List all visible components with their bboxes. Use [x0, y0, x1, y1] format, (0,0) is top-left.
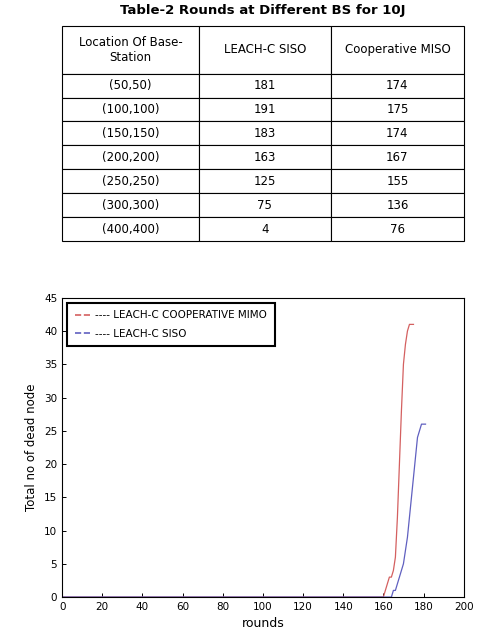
- Text: (400,400): (400,400): [102, 223, 159, 236]
- Text: 136: 136: [386, 199, 409, 212]
- Text: 191: 191: [254, 103, 276, 116]
- Bar: [331, 26, 464, 74]
- Text: (150,150): (150,150): [102, 127, 159, 140]
- Text: LEACH-C SISO: LEACH-C SISO: [224, 43, 306, 56]
- Text: (200,200): (200,200): [102, 151, 159, 164]
- Text: (250,250): (250,250): [102, 175, 159, 188]
- Text: 167: 167: [386, 151, 409, 164]
- Text: Location Of Base-
Station: Location Of Base- Station: [78, 35, 182, 64]
- Bar: [331, 217, 464, 241]
- Legend: ---- LEACH-C COOPERATIVE MIMO, ---- LEACH-C SISO: ---- LEACH-C COOPERATIVE MIMO, ---- LEAC…: [67, 303, 275, 346]
- Bar: [199, 169, 331, 193]
- Bar: [62, 217, 199, 241]
- Bar: [199, 121, 331, 145]
- Bar: [199, 145, 331, 169]
- Bar: [199, 26, 331, 74]
- Text: Table-2 Rounds at Different BS for 10J: Table-2 Rounds at Different BS for 10J: [120, 4, 406, 17]
- Text: (100,100): (100,100): [102, 103, 159, 116]
- Text: 155: 155: [386, 175, 409, 188]
- Text: 183: 183: [254, 127, 276, 140]
- Text: 163: 163: [254, 151, 276, 164]
- Bar: [331, 74, 464, 98]
- Bar: [62, 121, 199, 145]
- Text: 174: 174: [386, 79, 409, 92]
- Bar: [62, 26, 199, 74]
- Bar: [199, 74, 331, 98]
- Bar: [331, 145, 464, 169]
- Bar: [62, 98, 199, 121]
- X-axis label: rounds: rounds: [241, 618, 284, 630]
- Text: Cooperative MISO: Cooperative MISO: [345, 43, 450, 56]
- Text: 75: 75: [258, 199, 272, 212]
- Text: 174: 174: [386, 127, 409, 140]
- Text: (300,300): (300,300): [102, 199, 159, 212]
- Text: 76: 76: [390, 223, 405, 236]
- Bar: [199, 193, 331, 217]
- Bar: [62, 145, 199, 169]
- Y-axis label: Total no of dead node: Total no of dead node: [25, 384, 38, 511]
- Text: 4: 4: [261, 223, 269, 236]
- Text: (50,50): (50,50): [109, 79, 152, 92]
- Bar: [331, 121, 464, 145]
- Bar: [199, 217, 331, 241]
- Text: 181: 181: [254, 79, 276, 92]
- Bar: [331, 169, 464, 193]
- Text: 175: 175: [386, 103, 409, 116]
- Bar: [199, 98, 331, 121]
- Bar: [62, 169, 199, 193]
- Bar: [62, 193, 199, 217]
- Text: 125: 125: [254, 175, 276, 188]
- Bar: [331, 193, 464, 217]
- Bar: [62, 74, 199, 98]
- Bar: [331, 98, 464, 121]
